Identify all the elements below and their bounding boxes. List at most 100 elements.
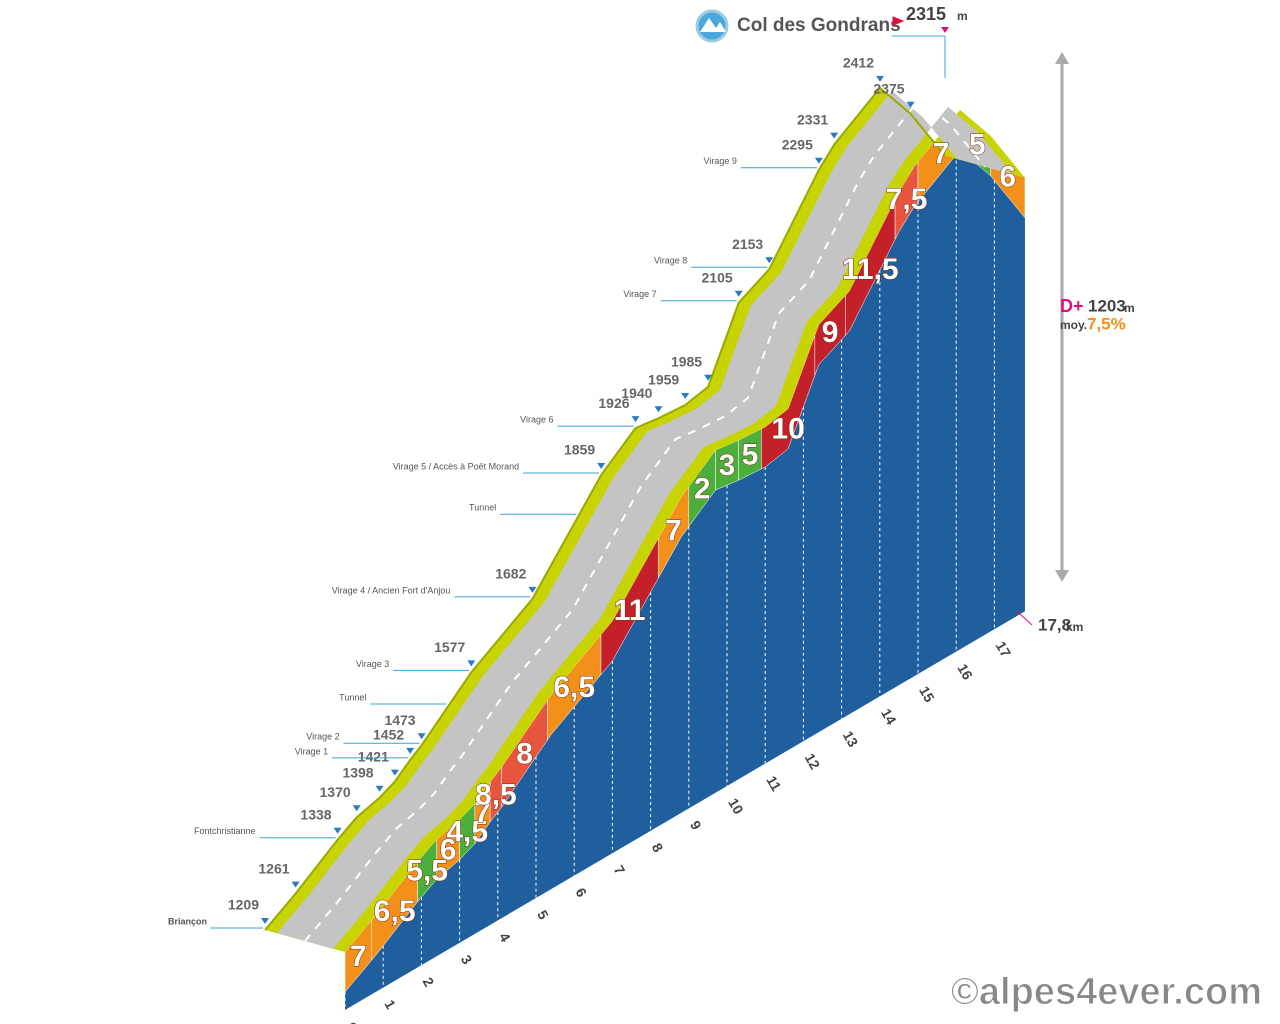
waypoint-altitude: 1421 <box>358 748 389 764</box>
waypoint-marker <box>352 805 361 812</box>
gradient-label: 11 <box>614 594 646 627</box>
gradient-band <box>344 109 1026 993</box>
gradient-label: 6 <box>440 833 457 866</box>
waypoint-altitude: 1959 <box>648 372 679 388</box>
waypoint-altitude: 1473 <box>384 712 415 728</box>
waypoint-marker <box>906 101 915 108</box>
profile-face <box>344 149 1025 1010</box>
x-tick-label: 4 <box>496 930 514 945</box>
waypoint-marker <box>333 827 342 834</box>
road-asphalt <box>277 90 1013 949</box>
x-tick-label: 14 <box>878 706 900 728</box>
waypoint-name: Briançon <box>168 916 207 926</box>
gradient-label: 5,5 <box>406 854 448 887</box>
gradient-label: 3 <box>719 449 736 482</box>
waypoint-altitude: 1209 <box>228 897 259 913</box>
waypoint-marker <box>406 747 415 754</box>
waypoint-marker <box>704 374 713 381</box>
gradient-label: 4,5 <box>446 816 488 849</box>
waypoint-marker <box>261 918 269 924</box>
waypoint-marker <box>814 157 823 164</box>
summit-flag <box>892 16 905 27</box>
gain-label: D+ <box>1060 296 1084 316</box>
waypoint-marker <box>390 769 399 776</box>
waypoint-marker <box>597 463 606 469</box>
gradient-label: 2 <box>694 472 711 505</box>
gradient-label: 7 <box>350 940 367 973</box>
waypoint-marker <box>654 406 663 413</box>
x-tick-label: 5 <box>534 907 552 922</box>
waypoint-altitude: 2375 <box>873 81 904 97</box>
gradient-label: 6,5 <box>553 671 595 704</box>
chart-title: Col des Gondrans <box>737 15 901 36</box>
waypoint-altitude: 1682 <box>495 566 526 582</box>
waypoint-marker <box>876 75 885 82</box>
gain-unit: m <box>1124 301 1135 315</box>
gradient-label: 7 <box>474 797 491 830</box>
waypoint-name: Virage 2 <box>306 732 339 742</box>
x-tick-label: 6 <box>572 885 590 900</box>
waypoint-marker <box>375 785 384 792</box>
waypoint-name: Virage 8 <box>654 256 687 266</box>
waypoint-marker <box>528 586 537 593</box>
waypoint-altitude: 2295 <box>782 137 813 153</box>
gradient-label: 10 <box>771 413 804 446</box>
x-tick-label: 13 <box>840 728 862 750</box>
x-tick-label: 2 <box>420 975 438 990</box>
gain-value: 1203 <box>1088 296 1126 315</box>
waypoint-altitude: 2153 <box>732 236 763 252</box>
summit-unit: m <box>957 9 968 23</box>
gradient-label: 7 <box>665 515 682 548</box>
gradient-label: 8,5 <box>475 778 517 811</box>
gradient-label: 9 <box>822 316 839 349</box>
x-tick-label: 17 <box>993 639 1015 661</box>
waypoint-name: Virage 1 <box>295 746 328 756</box>
waypoint-marker <box>291 881 300 888</box>
x-tick-label: 3 <box>458 952 476 967</box>
x-tick-label: 10 <box>725 795 747 817</box>
waypoint-name: Virage 6 <box>520 414 553 424</box>
waypoint-name: Virage 3 <box>356 659 389 669</box>
gradient-label: 5 <box>969 128 986 161</box>
waypoint-name: Virage 9 <box>704 156 737 166</box>
waypoint-name: Virage 7 <box>623 289 656 299</box>
waypoint-marker <box>681 393 690 399</box>
waypoint-altitude: 1859 <box>564 442 595 458</box>
road-centerline <box>304 97 986 942</box>
waypoint-marker <box>734 290 743 297</box>
x-tick-label: 12 <box>802 751 824 773</box>
average-value: 7,5% <box>1087 314 1126 333</box>
waypoint-marker <box>467 660 476 667</box>
labels: 0123456789101112131415161776,55,564,578,… <box>168 55 1033 1024</box>
waypoint-altitude: 2412 <box>843 55 874 71</box>
distance-value: 17,8 <box>1038 615 1071 634</box>
waypoint-altitude: 1452 <box>373 727 404 743</box>
x-tick-label: 11 <box>763 773 784 794</box>
gradient-label: 7 <box>933 137 950 170</box>
waypoint-marker <box>417 733 426 740</box>
average-label: moy. <box>1060 318 1087 332</box>
distance-pointer <box>1016 610 1033 626</box>
gradient-label: 6 <box>999 161 1016 194</box>
summit-altitude: 2315 <box>906 4 946 24</box>
summit-icon-mountain <box>700 18 726 32</box>
x-tick-label: 16 <box>954 661 976 683</box>
gradient-label: 8 <box>516 738 533 771</box>
gradient-label: 11,5 <box>842 253 899 286</box>
waypoint-name: Virage 5 / Accès à Poët Morand <box>393 461 519 471</box>
gradient-label: 5 <box>742 439 759 472</box>
x-tick-label: 0 <box>343 1019 361 1024</box>
summit-marker <box>941 27 949 33</box>
x-tick-label: 8 <box>649 840 667 855</box>
summit-line <box>892 35 946 78</box>
waypoint-altitude: 2331 <box>797 111 828 127</box>
gradient-label: 6,5 <box>374 895 416 928</box>
x-tick-label: 7 <box>611 863 629 878</box>
waypoint-name: Tunnel <box>469 503 496 513</box>
waypoint-altitude: 1926 <box>598 395 629 411</box>
profile-line <box>264 86 946 931</box>
credit: ©alpes4ever.com <box>951 971 1262 1013</box>
x-tick-label: 15 <box>916 683 938 705</box>
profile-face <box>345 149 1025 1010</box>
waypoint-marker <box>631 416 640 423</box>
